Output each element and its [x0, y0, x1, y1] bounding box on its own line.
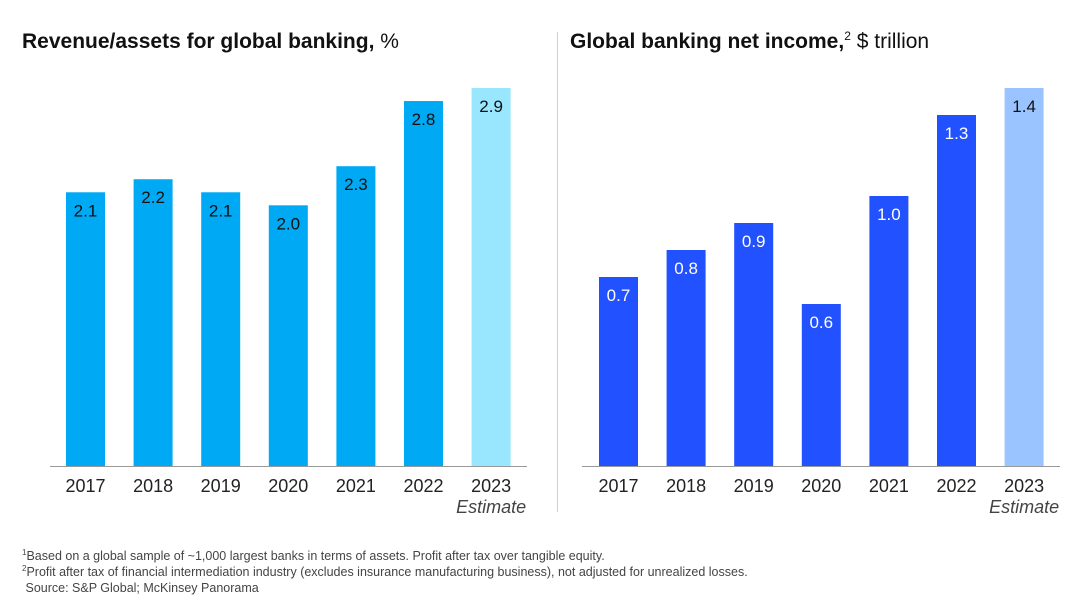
- left-tick-label-2021: 2021: [336, 476, 376, 496]
- right-chart-title: Global banking net income,2 $ trillion: [570, 30, 929, 54]
- net-income-bar-chart: 0.7 2017 0.8 2018 0.9 2019 0.6 2020 1.0 2021 1.3 20…: [582, 88, 1060, 517]
- left-bar-2017: [66, 192, 105, 466]
- right-tick-label-2021: 2021: [869, 476, 909, 496]
- left-bar-2020: [268, 205, 308, 466]
- right-bar-2023: [1004, 88, 1044, 466]
- revenue-assets-bar-chart: 2.1 2017 2.2 2018 2.1 2019 2.0 2020 2.3 2021 2.8 20…: [50, 88, 527, 517]
- chart-divider: [557, 32, 558, 512]
- right-value-label-2018: 0.8: [674, 259, 698, 278]
- left-bar-2019: [201, 192, 241, 466]
- footnote-2: 2Profit after tax of financial intermedi…: [22, 564, 748, 580]
- right-bar-2018: [666, 250, 706, 466]
- left-tick-label-2020: 2020: [268, 476, 308, 496]
- left-value-label-2020: 2.0: [276, 214, 300, 233]
- right-tick-label-2018: 2018: [666, 476, 706, 496]
- left-value-label-2022: 2.8: [412, 110, 436, 129]
- right-bar-2020: [801, 304, 841, 466]
- left-bar-2021: [336, 166, 376, 466]
- left-tick-label-2022: 2022: [403, 476, 443, 496]
- left-value-label-2021: 2.3: [344, 175, 368, 194]
- right-value-label-2020: 0.6: [809, 313, 833, 332]
- right-bar-2019: [734, 223, 774, 466]
- left-value-label-2017: 2.1: [74, 201, 98, 220]
- right-bar-2017: [599, 277, 638, 466]
- right-tick-label-2020: 2020: [801, 476, 841, 496]
- left-chart-title: Revenue/assets for global banking, %: [22, 30, 399, 54]
- left-chart-title-text: Revenue/assets for global banking,: [22, 30, 375, 53]
- footnote-1: 1Based on a global sample of ~1,000 larg…: [22, 548, 748, 564]
- right-tick-label-2019: 2019: [734, 476, 774, 496]
- left-tick-label-2017: 2017: [65, 476, 105, 496]
- right-chart-title-text: Global banking net income,: [570, 30, 845, 53]
- source-note: Source: S&P Global; McKinsey Panorama: [22, 580, 748, 596]
- right-bar-2022: [937, 115, 976, 466]
- right-value-label-2022: 1.3: [945, 124, 969, 143]
- right-estimate-label: Estimate: [989, 497, 1059, 517]
- right-tick-label-2017: 2017: [598, 476, 638, 496]
- left-bar-2018: [133, 179, 173, 466]
- left-value-label-2019: 2.1: [209, 201, 233, 220]
- right-bar-2021: [869, 196, 909, 466]
- left-value-label-2018: 2.2: [141, 188, 165, 207]
- right-value-label-2019: 0.9: [742, 232, 766, 251]
- footnote-2-mark: 2: [22, 563, 27, 573]
- left-value-label-2023: 2.9: [479, 97, 503, 116]
- footnote-2-text: Profit after tax of financial intermedia…: [26, 565, 748, 579]
- right-value-label-2021: 1.0: [877, 205, 901, 224]
- left-tick-label-2023: 2023: [471, 476, 511, 496]
- right-value-label-2023: 1.4: [1012, 97, 1036, 116]
- left-tick-label-2019: 2019: [201, 476, 241, 496]
- left-tick-label-2018: 2018: [133, 476, 173, 496]
- left-chart-unit: %: [374, 30, 399, 53]
- right-tick-label-2023: 2023: [1004, 476, 1044, 496]
- right-chart-title-footnote-mark: 2: [844, 29, 851, 43]
- right-value-label-2017: 0.7: [607, 286, 631, 305]
- right-chart-unit: $ trillion: [850, 30, 930, 53]
- footnote-1-text: Based on a global sample of ~1,000 large…: [26, 549, 605, 563]
- left-bar-2022: [404, 101, 443, 466]
- footnotes: 1Based on a global sample of ~1,000 larg…: [22, 548, 748, 596]
- left-estimate-label: Estimate: [456, 497, 526, 517]
- footnote-1-mark: 1: [22, 547, 27, 557]
- right-tick-label-2022: 2022: [936, 476, 976, 496]
- source-text: Source: S&P Global; McKinsey Panorama: [25, 581, 259, 595]
- left-bar-2023: [471, 88, 511, 466]
